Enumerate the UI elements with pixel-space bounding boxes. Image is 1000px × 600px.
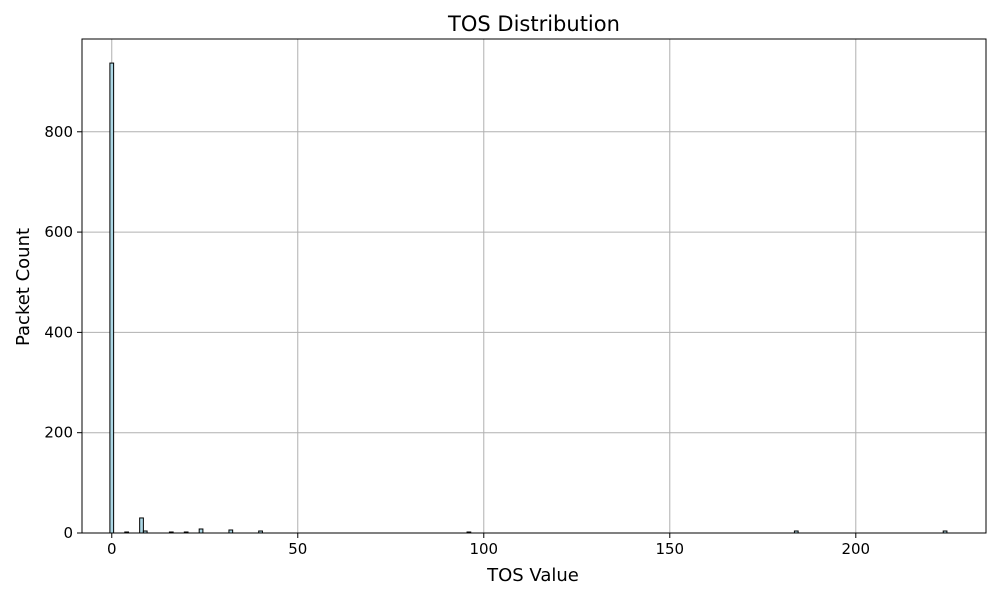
histogram-bars xyxy=(109,62,948,534)
y-tick-label: 200 xyxy=(44,424,73,442)
chart-title: TOS Distribution xyxy=(447,12,620,36)
x-gridlines xyxy=(111,39,857,533)
histogram-bar xyxy=(198,528,204,534)
plot-area-frame xyxy=(81,38,987,534)
histogram-bar xyxy=(139,517,144,534)
y-tick-label: 400 xyxy=(44,323,73,341)
x-tick-label: 50 xyxy=(288,540,307,558)
histogram-bar xyxy=(109,62,115,534)
x-tick-label: 200 xyxy=(841,540,870,558)
x-tick-label: 150 xyxy=(655,540,684,558)
x-tick-label: 0 xyxy=(107,540,117,558)
y-tick-label: 800 xyxy=(44,123,73,141)
y-tick-label: 600 xyxy=(44,223,73,241)
y-axis-ticks: 0 200 400 600 800 xyxy=(44,123,82,542)
x-axis-label: TOS Value xyxy=(486,565,579,586)
y-axis-label: Packet Count xyxy=(13,228,34,346)
y-tick-label: 0 xyxy=(63,524,73,542)
x-tick-label: 100 xyxy=(469,540,498,558)
x-axis-ticks: 0 50 100 150 200 xyxy=(107,533,870,558)
y-gridlines xyxy=(82,131,986,534)
